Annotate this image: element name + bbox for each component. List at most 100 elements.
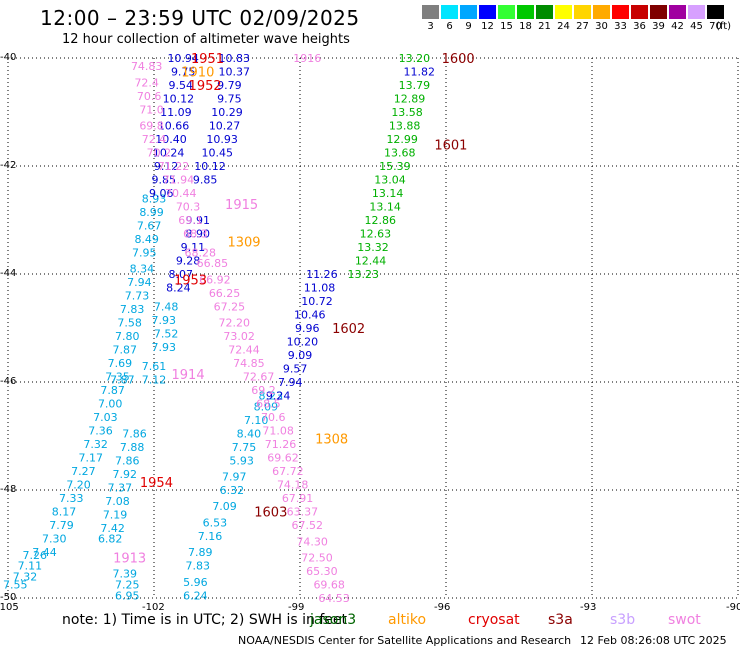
wave-height-value: 70.3	[176, 201, 201, 214]
lat-label: -48	[0, 484, 17, 495]
wave-height-value: 7.87	[100, 384, 125, 397]
wave-height-value: 9.96	[295, 322, 320, 335]
wave-height-value: 6.32	[220, 484, 245, 497]
wave-height-value: 71.22	[158, 160, 190, 173]
wave-height-value: 7.83	[186, 560, 211, 573]
pass-time-label: 1309	[227, 236, 260, 251]
wave-height-value: 11.82	[403, 66, 435, 79]
wave-height-value: 7.32	[83, 438, 108, 451]
wave-height-value: 9.85	[151, 174, 176, 187]
wave-height-value: 10.37	[219, 66, 251, 79]
wave-height-value: 72.67	[243, 371, 275, 384]
wave-height-value: 66.25	[209, 287, 241, 300]
pass-time-label: 1951	[191, 52, 224, 67]
wave-height-value: 8.09	[254, 400, 279, 413]
wave-height-value: 9.24	[266, 390, 291, 403]
wave-height-value: 8.17	[52, 506, 77, 519]
wave-height-value: 8.49	[134, 233, 159, 246]
satellite-s3a: s3a	[548, 612, 573, 628]
wave-height-value: 10.24	[153, 147, 185, 160]
wave-height-value: 7.55	[3, 579, 28, 592]
wave-height-value: 7.25	[115, 579, 140, 592]
wave-height-value: 71.0	[139, 103, 164, 116]
wave-height-value: 67.91	[282, 492, 314, 505]
lon-label: -105	[0, 602, 19, 613]
credit-line: NOAA/NESDIS Center for Satellite Applica…	[238, 634, 572, 647]
legend-swatch-18	[517, 5, 534, 19]
wave-height-value: 8.23	[259, 390, 284, 403]
wave-height-value: 71.08	[262, 425, 294, 438]
wave-height-value: 72.50	[301, 552, 333, 565]
wave-height-value: 7.20	[66, 479, 91, 492]
wave-height-value: 7.19	[103, 508, 128, 521]
legend-label-27: 27	[576, 21, 589, 32]
wave-height-value: 7.36	[88, 425, 113, 438]
wave-height-value: 9.85	[193, 174, 218, 187]
satellite-s3b: s3b	[610, 612, 636, 628]
wave-height-value: 7.00	[98, 398, 123, 411]
wave-height-value: 12.86	[365, 214, 397, 227]
wave-height-value: 69.8	[139, 120, 164, 133]
legend-label-15: 15	[500, 21, 513, 32]
legend-label-18: 18	[519, 21, 532, 32]
wave-height-value: 12.63	[360, 228, 392, 241]
lat-label: -42	[0, 160, 17, 171]
wave-height-value: 7.94	[127, 276, 152, 289]
wave-height-value: 9.06	[149, 187, 174, 200]
legend-unit: (ft)	[716, 21, 732, 32]
wave-height-value: 71.94	[163, 174, 195, 187]
pass-time-label: 1952	[189, 79, 222, 94]
wave-height-value: 7.44	[32, 546, 57, 559]
wave-height-value: 7.11	[18, 560, 43, 573]
wave-height-value: 68.3	[183, 228, 208, 241]
wave-height-value: 74.18	[277, 479, 309, 492]
wave-height-value: 65.30	[306, 565, 338, 578]
wave-height-value: 7.87	[113, 344, 138, 357]
wave-height-value: 10.29	[211, 106, 243, 119]
wave-height-value: 11.26	[306, 268, 338, 281]
legend-label-42: 42	[671, 21, 684, 32]
wave-height-value: 10.40	[155, 133, 187, 146]
satellite-cryosat: cryosat	[468, 612, 520, 628]
wave-height-value: 68.28	[184, 246, 216, 259]
legend-swatch-15	[498, 5, 515, 19]
wave-height-value: 74.30	[296, 535, 328, 548]
legend-label-45: 45	[690, 21, 703, 32]
wave-height-value: 72.20	[219, 317, 251, 330]
wave-height-value: 72.44	[228, 344, 260, 357]
wave-height-value: 7.48	[154, 300, 179, 313]
wave-height-value: 67.25	[214, 300, 246, 313]
wave-height-value: 12.44	[355, 255, 387, 268]
wave-height-value: 13.20	[399, 52, 431, 65]
lat-label: -40	[0, 52, 17, 63]
wave-height-value: 7.37	[108, 481, 133, 494]
wave-height-value: 12.89	[394, 93, 426, 106]
wave-height-value: 70.6	[261, 411, 286, 424]
wave-height-value: 13.88	[389, 120, 421, 133]
legend-swatch-24	[555, 5, 572, 19]
wave-height-value: 7.61	[142, 360, 167, 373]
wave-height-value: 10.93	[206, 133, 238, 146]
wave-height-value: 7.16	[198, 530, 223, 543]
lon-label: -93	[580, 602, 597, 613]
wave-height-value: 9.28	[176, 255, 201, 268]
legend-swatch-39	[650, 5, 667, 19]
wave-height-value: 9.75	[171, 66, 196, 79]
lat-label: -46	[0, 376, 17, 387]
legend-swatch-45	[688, 5, 705, 19]
legend-swatch-36	[631, 5, 648, 19]
wave-height-value: 8.99	[139, 206, 164, 219]
legend-swatch-27	[574, 5, 591, 19]
wave-height-value: 1916	[293, 52, 321, 65]
wave-height-value: 7.09	[212, 500, 237, 513]
wave-height-value: 69.68	[313, 579, 345, 592]
wave-height-value: 74.83	[131, 60, 163, 73]
wave-height-value: 7.83	[120, 303, 145, 316]
wave-height-value: 7.93	[151, 341, 176, 354]
wave-height-value: 10.94	[167, 52, 199, 65]
pass-time-label: 1603	[254, 506, 287, 521]
lon-label: -102	[142, 602, 165, 613]
wave-height-value: 69.1	[178, 214, 203, 227]
pass-time-label: 1308	[315, 433, 348, 448]
wave-height-value: 13.23	[348, 268, 380, 281]
